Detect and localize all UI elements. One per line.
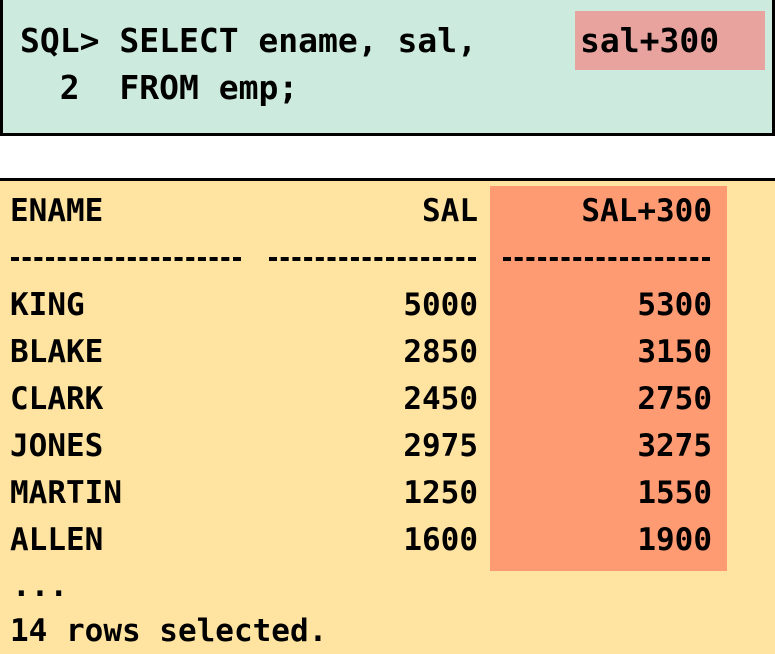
column-header-sal300: SAL+300 — [581, 193, 712, 229]
cell-ename: JONES — [10, 428, 104, 464]
column-header-ename: ENAME — [10, 193, 104, 229]
table-row: BLAKE 2850 3150 — [0, 332, 775, 372]
query-line-1: SQL> SELECT ename, sal, — [20, 21, 477, 61]
cell-sal300: 3150 — [637, 334, 712, 370]
table-row: ALLEN 1600 1900 — [0, 520, 775, 560]
cell-sal: 2450 — [403, 381, 478, 417]
cell-ename: ALLEN — [10, 522, 104, 558]
sql-prompt: SQL> — [20, 21, 100, 60]
query-select-clause: SELECT ename, sal, — [119, 21, 477, 60]
cell-sal: 1600 — [403, 522, 478, 558]
cell-sal300: 2750 — [637, 381, 712, 417]
expression-highlight — [575, 11, 765, 70]
cell-ename: MARTIN — [10, 475, 122, 511]
query-line-2: 2 FROM emp; — [20, 68, 298, 108]
table-row: CLARK 2450 2750 — [0, 379, 775, 419]
cell-ename: BLAKE — [10, 334, 104, 370]
cell-ename: KING — [10, 287, 85, 323]
cell-sal300: 1550 — [637, 475, 712, 511]
cell-sal: 2850 — [403, 334, 478, 370]
cell-sal: 1250 — [403, 475, 478, 511]
table-row: KING 5000 5300 — [0, 285, 775, 325]
table-row: JONES 2975 3275 — [0, 426, 775, 466]
cell-sal: 2975 — [403, 428, 478, 464]
highlighted-expression: sal+300 — [580, 21, 720, 60]
cell-sal300: 5300 — [637, 287, 712, 323]
computed-column-highlight — [490, 186, 727, 571]
query-result-panel: ENAME SAL SAL+300 KING 5000 5300 BLAKE 2… — [0, 178, 775, 654]
column-header-sal: SAL — [422, 193, 478, 229]
table-row: MARTIN 1250 1550 — [0, 473, 775, 513]
more-rows-ellipsis: ... — [12, 568, 68, 604]
cell-sal300: 1900 — [637, 522, 712, 558]
cell-sal: 5000 — [403, 287, 478, 323]
sql-query-panel: SQL> SELECT ename, sal, sal+300 2 FROM e… — [0, 0, 775, 136]
line-number: 2 — [59, 68, 80, 107]
cell-sal300: 3275 — [637, 428, 712, 464]
rows-selected-footer: 14 rows selected. — [10, 613, 328, 649]
result-header-row: ENAME SAL SAL+300 — [0, 191, 775, 231]
header-separator-row — [0, 233, 775, 273]
separator-sal — [269, 257, 476, 261]
separator-sal300 — [503, 257, 710, 261]
cell-ename: CLARK — [10, 381, 104, 417]
separator-ename — [11, 257, 241, 261]
query-from-clause: FROM emp; — [119, 68, 299, 107]
